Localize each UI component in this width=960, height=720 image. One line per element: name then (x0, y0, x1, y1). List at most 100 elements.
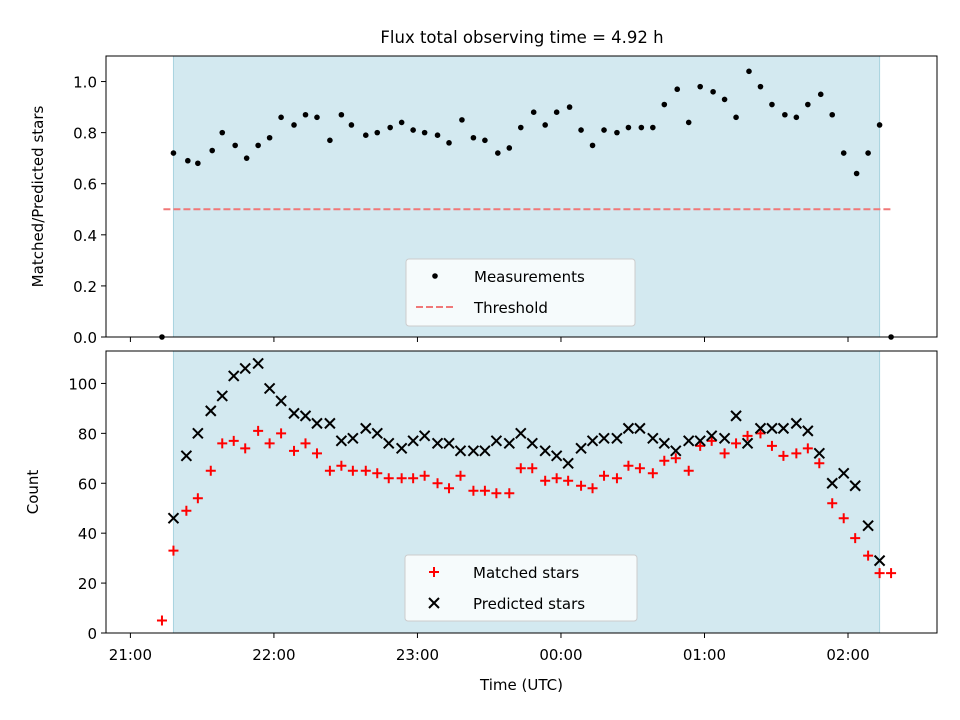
matched-star-point (766, 440, 777, 451)
matched-star-point (479, 485, 490, 496)
predicted-star-point (335, 435, 348, 447)
predicted-star-point (418, 430, 431, 442)
measurement-point (566, 104, 573, 110)
predicted-star-point (826, 477, 838, 489)
matched-star-point (886, 568, 897, 579)
measurement-point (434, 132, 441, 138)
measurement-point (553, 109, 560, 115)
measurement-point (170, 150, 177, 156)
matched-star-point (719, 448, 730, 459)
predicted-star-point (205, 405, 217, 417)
legend-marker-matched (429, 567, 439, 577)
predicted-star-point (431, 437, 444, 450)
matched-star-point (347, 465, 358, 476)
measurement-point (506, 145, 513, 151)
predicted-star-point (216, 390, 228, 402)
y-tick-label: 0.2 (73, 278, 97, 296)
measurement-point (219, 129, 226, 136)
matched-star-point (383, 473, 394, 484)
y-tick-label: 20 (78, 575, 97, 593)
predicted-star-point (539, 445, 551, 457)
measurement-point (398, 119, 405, 126)
predicted-star-point (766, 422, 778, 435)
measurement-point (517, 124, 524, 131)
matched-star-point (504, 488, 515, 499)
matched-star-point (791, 448, 802, 459)
predicted-star-point (575, 442, 587, 455)
matched-star-point (814, 458, 825, 469)
predicted-star-point (515, 427, 527, 440)
predicted-star-point (443, 437, 455, 450)
legend-box (405, 258, 636, 327)
predicted-star-point (275, 395, 287, 407)
predicted-star-point (790, 417, 803, 430)
y-axis-label: Count (24, 470, 42, 515)
measurement-point (733, 114, 739, 121)
predicted-star-point (550, 450, 563, 462)
matched-star-point (778, 450, 789, 461)
measurement-point (459, 117, 465, 123)
x-tick-label: 23:00 (396, 646, 439, 664)
ratio-panel: 0.0 0.2 0.4 0.6 0.8 1.0 Matched/Predicted star… (29, 55, 938, 347)
measurement-point (697, 83, 703, 90)
predicted-star-point (503, 437, 516, 450)
matched-star-point (289, 445, 300, 456)
matched-star-point (731, 438, 742, 449)
matched-star-point (515, 463, 526, 474)
predicted-star-point (228, 370, 240, 382)
matched-star-point (264, 438, 275, 449)
legend-label: Measurements (474, 268, 585, 286)
measurement-point (302, 111, 309, 118)
y-tick-label: 1.0 (73, 74, 97, 92)
predicted-star-point (490, 435, 503, 447)
measurement-point (482, 137, 488, 144)
y-axis-label: Matched/Predicted stars (29, 106, 47, 288)
measurement-point (387, 124, 393, 131)
matched-star-point (491, 488, 502, 499)
predicted-star-point (634, 422, 646, 435)
matched-star-point (827, 498, 838, 509)
measurement-point (314, 114, 320, 121)
predicted-star-point (479, 445, 491, 457)
measurement-point (865, 150, 871, 156)
measurement-point (470, 134, 477, 141)
predicted-star-point (347, 432, 359, 445)
predicted-star-point (586, 435, 599, 447)
measurement-point (793, 114, 800, 121)
measurement-point (266, 134, 273, 141)
matched-star-point (647, 468, 658, 479)
matched-star-point (372, 468, 383, 479)
matched-star-point (587, 483, 598, 494)
predicted-star-point (682, 435, 695, 447)
measurement-point (829, 111, 836, 118)
measurement-point (421, 129, 428, 136)
predicted-star-point (263, 382, 276, 395)
measurement-point (805, 101, 811, 108)
matched-star-point (540, 475, 551, 486)
predicted-star-point (239, 362, 251, 375)
measurement-point (721, 96, 728, 103)
predicted-star-point (395, 442, 408, 455)
predicted-star-point (180, 450, 193, 462)
measurement-point (685, 119, 692, 126)
measurement-point (661, 101, 668, 108)
y-tick-label: 80 (78, 425, 97, 443)
predicted-star-point (383, 437, 395, 450)
matched-star-point (863, 550, 874, 561)
matched-star-point (432, 478, 443, 489)
predicted-star-point (598, 432, 610, 445)
matched-star-point (444, 483, 455, 494)
predicted-star-point (849, 480, 861, 492)
y-tick-label: 0.4 (73, 227, 97, 245)
measurement-point (410, 127, 416, 133)
measurement-point (185, 157, 191, 164)
measurement-point (601, 127, 607, 133)
measurement-point (782, 111, 788, 118)
predicted-star-point (324, 417, 336, 430)
predicted-star-point (838, 467, 850, 479)
predicted-star-point (192, 427, 204, 440)
predicted-star-point (873, 554, 886, 567)
x-tick-label: 00:00 (539, 646, 582, 664)
measurement-point (710, 88, 716, 95)
matched-star-point (634, 463, 645, 474)
